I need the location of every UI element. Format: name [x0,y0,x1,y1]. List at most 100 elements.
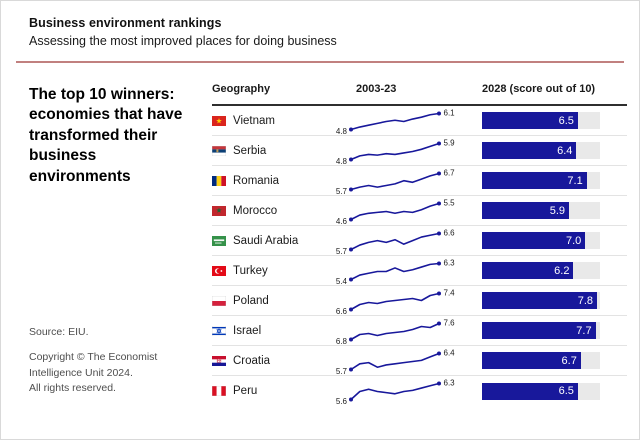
score-bar-2028: 6.5 [482,112,578,129]
start-value-label: 4.6 [336,217,348,225]
country-label: Turkey [233,264,268,277]
country-label: Israel [233,324,262,337]
spark-end-dot [437,351,441,355]
serbia-flag-icon [211,145,227,156]
spark-path [350,232,440,250]
sparkline-2003-23: 5.6 6.3 [336,379,456,406]
spark-path [350,382,440,401]
table-row: Saudi Arabia 5.7 6.6 7.0 [212,226,627,256]
country-label: Romania [233,174,280,187]
score-bar-2028: 7.1 [482,172,587,189]
score-cell: 6.5 [470,112,627,129]
start-value-label: 6.6 [336,307,348,315]
end-value-label: 7.4 [444,288,456,297]
score-value-label: 6.2 [554,264,570,277]
score-cell: 6.5 [470,382,627,400]
spark-start-dot [349,337,353,341]
romania-flag-icon [212,175,226,186]
chart-title: Business environment rankings [29,16,222,30]
spark-start-dot [349,217,353,221]
croatia-flag-icon [212,355,226,366]
spark-end-dot [437,261,441,265]
country-label: Vietnam [233,114,275,127]
footnotes: Source: EIU. Copyright © The Economist I… [29,325,198,397]
geography-cell: Vietnam [212,115,335,127]
table-row: Poland 6.6 7.4 7.8 [211,286,627,316]
score-bar-track: 7.0 [482,232,600,249]
score-value-label: 6.5 [558,385,574,397]
spark-path [350,202,440,220]
score-value-label: 5.9 [549,204,566,217]
end-value-label: 6.7 [444,168,456,177]
score-bar-2028: 7.7 [482,322,596,339]
sparkline-2003-23: 5.7 6.7 [336,168,456,195]
score-bar-track: 7.7 [482,322,600,339]
score-value-label: 6.4 [557,144,573,157]
geography-cell: Serbia [211,144,335,157]
geography-cell: Peru [211,385,335,397]
spark-end-dot [437,111,441,115]
spark-end-dot [437,291,441,295]
israel-flag-icon [211,325,227,336]
column-header-geography: Geography [212,83,271,95]
start-value-label: 4.8 [336,127,348,135]
spark-path [350,292,440,310]
score-cell: 6.4 [470,142,627,159]
end-value-label: 6.6 [444,228,456,237]
sparkline-2003-23: 4.8 5.9 [336,138,456,165]
end-value-label: 5.5 [444,198,456,207]
score-bar-track: 6.4 [482,142,600,159]
end-value-label: 5.9 [444,138,456,147]
score-cell: 7.0 [470,232,627,249]
spark-end-dot [437,381,441,386]
score-bar-2028: 6.4 [482,142,577,159]
spark-start-dot [349,187,353,191]
spark-start-dot [349,127,353,131]
score-cell: 6.2 [470,262,627,279]
score-bar-track: 6.2 [482,262,600,279]
score-bar-2028: 6.2 [482,262,574,279]
column-header-2028-score: 2028 (score out of 10) [482,83,596,95]
table-row: Vietnam 4.8 6.1 6.5 [212,106,627,136]
score-bar-track: 5.9 [482,202,600,219]
country-label: Morocco [233,204,278,217]
score-bar-track: 6.5 [482,382,600,400]
end-value-label: 6.1 [444,108,456,117]
rankings-table: Geography 2003-23 2028 (score out of 10)… [211,79,627,409]
vietnam-flag-icon [212,115,226,126]
score-bar-2028: 5.9 [482,202,570,219]
score-bar-2028: 6.5 [482,382,578,400]
score-bar-track: 6.7 [482,352,600,369]
country-label: Serbia [233,144,267,157]
score-cell: 5.9 [470,202,627,219]
turkey-flag-icon [212,265,226,276]
start-value-label: 5.7 [336,247,348,255]
score-cell: 7.8 [470,292,627,309]
sparkline-2003-23: 4.8 6.1 [336,108,456,135]
score-bar-track: 7.8 [482,292,600,309]
chart-subtitle: Assessing the most improved places for d… [29,34,337,48]
end-value-label: 6.3 [444,379,456,388]
spark-path [350,262,440,280]
end-value-label: 6.4 [444,348,456,357]
chart-deck-heading: The top 10 winners: economies that have … [29,86,183,185]
table-row: Peru 5.6 6.3 6.5 [211,376,627,406]
country-label: Poland [233,294,269,307]
geography-cell: Poland [211,294,335,307]
end-value-label: 7.6 [444,318,456,327]
saudi-arabia-flag-icon [212,235,226,246]
spark-path [350,172,440,190]
spark-path [350,352,440,370]
start-value-label: 6.8 [336,337,348,345]
masthead: Business environment rankings Assessing … [1,1,639,48]
table-header: Geography 2003-23 2028 (score out of 10) [212,79,627,106]
geography-cell: Morocco [212,205,335,217]
score-bar-track: 6.5 [482,112,600,129]
country-label: Croatia [233,354,271,367]
table-rows: Vietnam 4.8 6.1 6.5 Serbia 4.8 5.9 6.4 Rom… [211,106,627,406]
morocco-flag-icon [212,205,226,216]
spark-start-dot [349,397,353,402]
score-value-label: 6.5 [558,114,574,127]
sparkline-2003-23: 5.7 6.4 [336,348,456,375]
